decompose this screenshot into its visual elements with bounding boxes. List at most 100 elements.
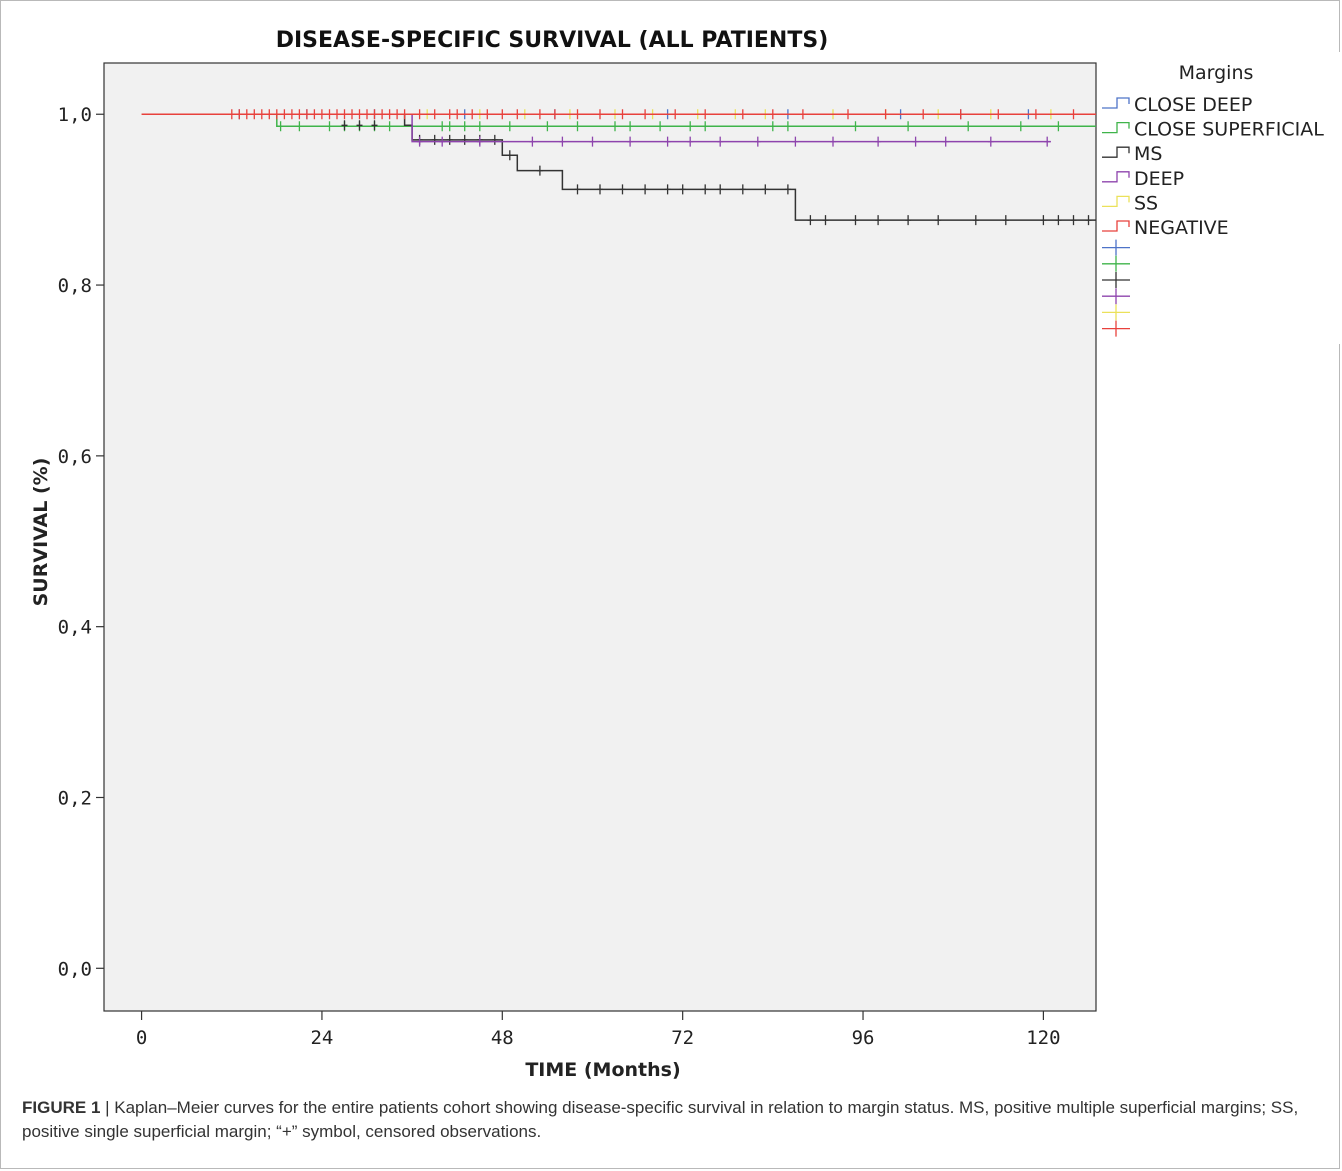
censor-mark-deep [912,136,919,147]
y-axis-title: SURVIVAL (%) [30,458,52,607]
censor-mark-negative [251,109,258,120]
x-tick-label: 96 [852,1027,875,1049]
legend-swatch-ms [1102,146,1130,158]
y-tick-label: 1,0 [58,104,92,126]
censor-mark-negative [341,109,348,120]
censor-mark-close-superficial [1017,121,1024,132]
censor-mark-deep [1044,136,1051,147]
censor-mark-close-superficial [386,121,393,132]
survival-chart: DISEASE-SPECIFIC SURVIVAL (ALL PATIENTS)… [30,28,1341,1081]
legend-title: Margins [1179,62,1254,84]
censor-mark-ms [356,120,363,131]
censor-mark-negative [597,109,603,120]
censor-mark-ms [875,215,882,226]
legend-swatch-close-deep [1102,97,1130,109]
censor-mark-ms [536,165,543,176]
censor-mark-close-superficial [476,121,483,132]
censor-mark-deep [476,136,483,147]
figure-caption: FIGURE 1 | Kaplan–Meier curves for the e… [22,1096,1312,1144]
y-tick-label: 0,6 [58,446,92,468]
censor-mark-negative [454,109,461,120]
censor-mark-ms [341,120,348,131]
legend-label-ms: MS [1134,143,1162,165]
censor-mark-deep [792,136,799,147]
legend-censor-close-deep [1102,239,1130,256]
censor-mark-negative [371,109,378,120]
censor-mark-negative [1032,109,1039,120]
censor-mark-negative [769,109,776,120]
censor-mark-ms [446,134,453,145]
censor-mark-ms [784,184,791,195]
censor-mark-negative [499,109,506,120]
legend-censor-deep [1102,288,1130,305]
chart-title: DISEASE-SPECIFIC SURVIVAL (ALL PATIENTS) [276,28,829,53]
censor-mark-deep [875,136,882,147]
censor-mark-negative [920,109,927,120]
x-tick-label: 72 [671,1027,694,1049]
legend-swatch-negative [1102,220,1130,232]
censor-mark-deep [687,136,694,147]
plot-area [103,62,1097,1012]
censor-mark-negative [311,109,318,120]
censor-mark-negative [258,109,265,120]
series-negative [141,109,1096,120]
censor-mark-close-superficial [1055,121,1062,132]
censor-mark-close-superficial [965,121,972,132]
legend-swatch-ss [1102,195,1130,208]
legend-label-close-deep: CLOSE DEEP [1134,94,1252,116]
censor-mark-close-superficial [687,121,694,132]
censor-mark-ms [822,215,829,226]
legend-censor-ms [1102,272,1130,288]
censor-mark-ms [905,215,912,226]
censor-mark-close-superficial [461,121,468,132]
censor-mark-ms [972,215,979,226]
censor-mark-negative [446,109,453,120]
legend-censor-ss [1102,304,1130,321]
legend-background [1097,52,1341,344]
censor-mark-negative [672,109,679,120]
censor-mark-close-superficial [702,121,709,132]
censor-mark-negative [642,109,649,120]
censor-mark-ms [762,184,769,195]
censor-mark-deep [529,136,536,147]
censor-mark-ms [491,134,498,145]
censor-mark-negative [957,109,964,120]
censor-mark-ms [679,184,686,195]
censor-mark-negative [334,109,340,120]
legend-censor-close-superficial [1102,255,1130,272]
censor-mark-close-superficial [296,121,303,132]
censor-mark-deep [559,136,566,147]
censor-mark-close-superficial [769,121,776,132]
censor-mark-close-superficial [439,121,446,132]
censor-mark-negative [386,109,393,120]
censor-mark-ms [461,134,468,145]
censor-mark-negative [416,109,423,120]
censor-mark-deep [830,136,836,147]
censor-mark-negative [228,109,235,120]
censor-mark-ms [852,215,859,226]
censor-mark-ms [574,184,581,195]
censor-mark-deep [987,136,994,147]
legend-swatch-deep [1102,171,1130,183]
caption-text: | Kaplan–Meier curves for the entire pat… [22,1098,1299,1141]
y-axis: 0,0 0,2 0,4 0,6 0,8 1,0 [58,104,104,980]
censor-mark-close-superficial [326,121,333,132]
censor-mark-ms [664,184,671,195]
censor-mark-negative [702,109,709,120]
legend-label-deep: DEEP [1134,168,1184,190]
censor-mark-negative [379,109,386,120]
censor-mark-negative [349,109,355,120]
censor-mark-ms [642,184,649,195]
censor-mark-ms [702,184,709,195]
censor-mark-deep [439,136,446,147]
censor-mark-ms [739,184,746,195]
censor-mark-deep [754,136,761,147]
censor-mark-negative [551,109,558,120]
censor-mark-negative [266,109,273,120]
censor-mark-ms [1055,215,1062,226]
censor-mark-negative [394,109,401,120]
censor-mark-close-superficial [657,121,664,132]
censor-mark-ms [717,184,724,195]
